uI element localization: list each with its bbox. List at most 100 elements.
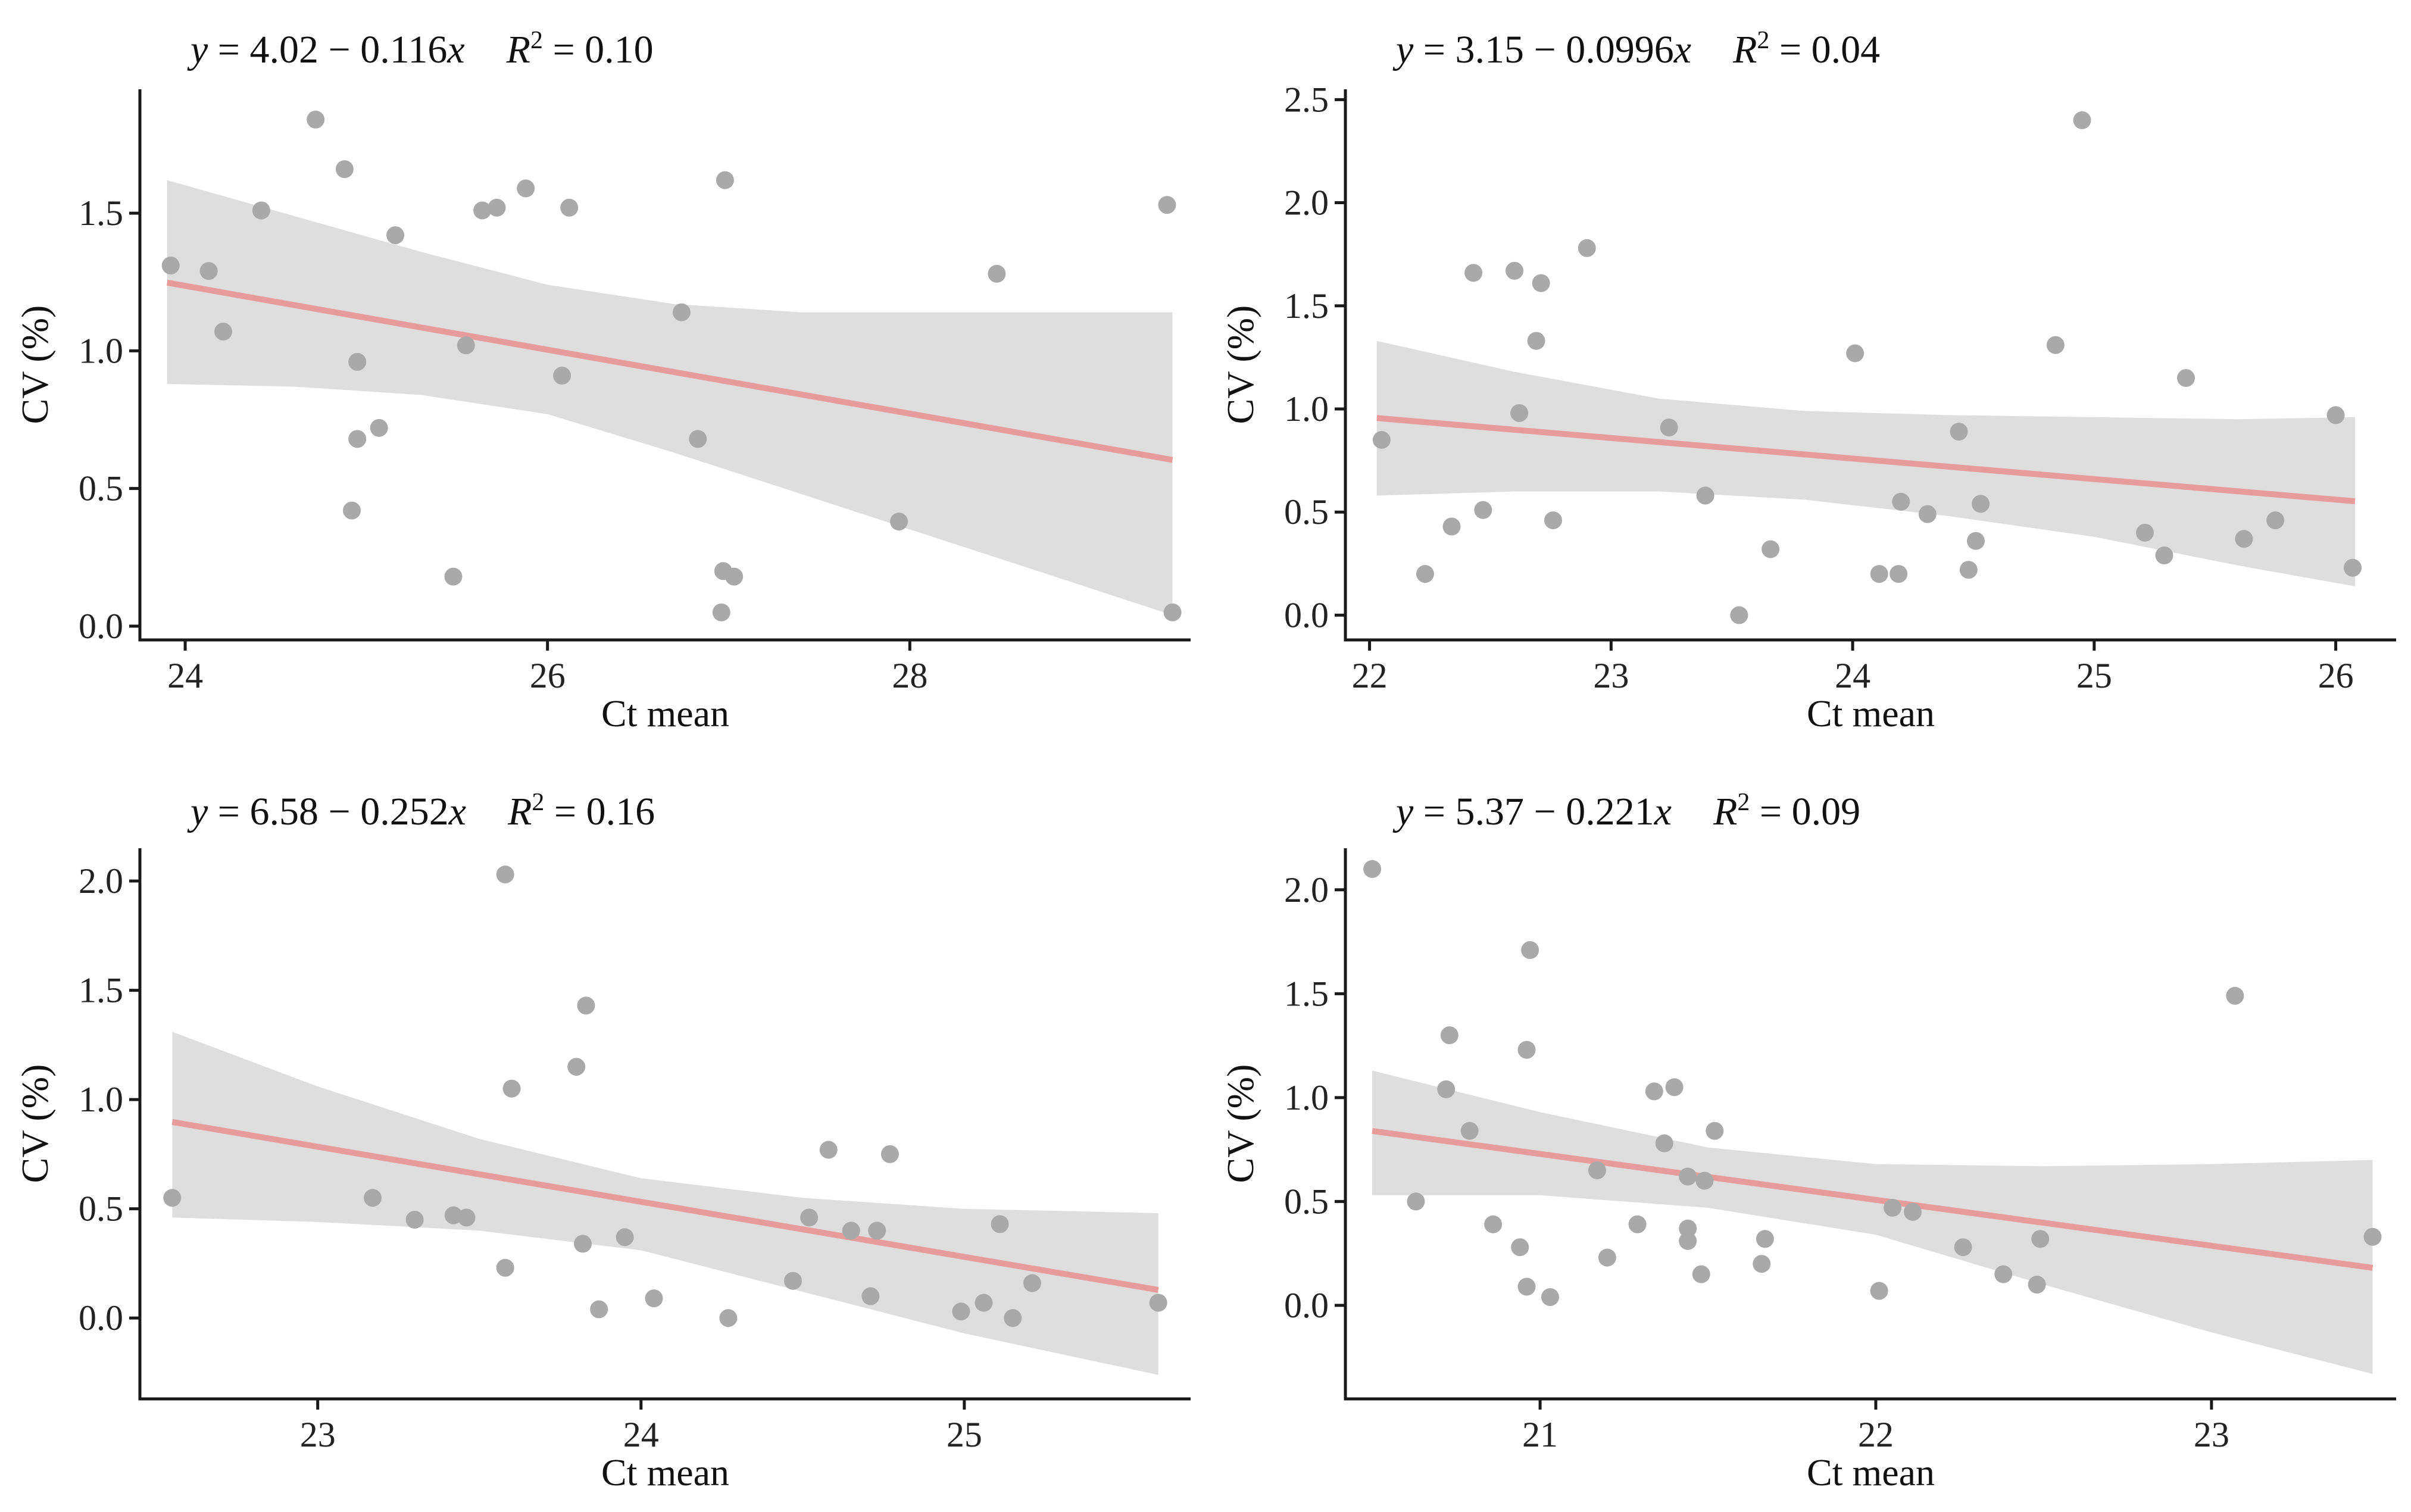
data-point <box>163 1189 182 1207</box>
data-point <box>1372 430 1391 449</box>
data-point <box>616 1228 634 1247</box>
data-point <box>1696 486 1714 505</box>
data-point <box>517 179 535 198</box>
data-point <box>161 257 180 274</box>
x-tick-label: 25 <box>2076 656 2112 695</box>
y-axis-title: CV (%) <box>14 305 56 424</box>
equation-minus: − <box>318 28 360 71</box>
data-point <box>1959 561 1978 579</box>
data-point <box>2235 530 2253 548</box>
equation-intercept: 6.58 <box>250 790 319 833</box>
data-point <box>1695 1172 1714 1190</box>
x-axis-title: Ct mean <box>1807 692 1935 735</box>
data-point <box>1544 511 1562 530</box>
y-tick-label: 1.5 <box>79 971 123 1010</box>
equation-r: R <box>506 28 530 71</box>
y-tick-label: 0.5 <box>1284 1182 1329 1221</box>
equation-slope: 0.221 <box>1566 790 1654 833</box>
data-point <box>1527 332 1545 350</box>
panel-top-right: 0.0 0.5 1.0 1.5 2.0 2.5 22 23 24 25 26 Ct mean CV (%… <box>1219 27 2396 735</box>
data-point <box>574 1235 592 1253</box>
data-point <box>1892 492 1910 511</box>
data-point <box>457 1208 476 1227</box>
data-point <box>1517 1041 1536 1059</box>
y-tick-label: 1.0 <box>1284 389 1329 429</box>
regression-line <box>171 1119 1159 1293</box>
y-tick-label: 1.5 <box>1284 286 1329 326</box>
y-tick-label: 2.0 <box>1284 870 1329 910</box>
data-point <box>1023 1274 1041 1292</box>
equation-r-rhs: = 0.04 <box>1769 28 1880 71</box>
data-point <box>1870 1282 1888 1300</box>
x-tick-label: 22 <box>1352 656 1388 695</box>
x-tick-label: 26 <box>2318 656 2354 695</box>
data-point <box>1950 423 1968 441</box>
equation-r-exp: 2 <box>532 789 544 816</box>
x-tick-label: 26 <box>530 656 566 695</box>
y-tick-label: 0.5 <box>79 469 123 508</box>
data-point <box>348 352 367 371</box>
data-point <box>1870 565 1888 583</box>
x-axis-title: Ct mean <box>1807 1451 1935 1494</box>
data-point <box>488 198 506 217</box>
data-point <box>1532 274 1550 292</box>
data-point <box>2031 1230 2050 1248</box>
data-point <box>1506 261 1524 280</box>
data-point <box>1541 1288 1559 1306</box>
equation-slope: 0.116 <box>360 28 447 71</box>
equation-r-rhs: = 0.16 <box>544 790 655 833</box>
y-tick-label: 0.0 <box>1284 1286 1329 1325</box>
y-tick-label: 0.0 <box>79 1298 123 1338</box>
data-point <box>590 1300 608 1319</box>
regression-equation: y = 4.02 − 0.116x R2 = 0.10 <box>187 27 654 71</box>
data-point <box>1442 517 1461 536</box>
equation-r-exp: 2 <box>530 27 543 54</box>
x-tick-label: 22 <box>1858 1415 1894 1454</box>
data-point <box>1163 603 1182 621</box>
data-point <box>1510 404 1529 422</box>
data-point <box>2177 369 2195 388</box>
equation-intercept: 4.02 <box>250 28 319 71</box>
data-point <box>1890 565 1908 583</box>
regression-equation: y = 5.37 − 0.221x R2 = 0.09 <box>1392 789 1860 833</box>
data-point <box>1628 1215 1647 1233</box>
regression-equation: y = 3.15 − 0.0996x R2 = 0.04 <box>1392 27 1880 71</box>
data-point <box>880 1145 899 1163</box>
x-tick-label: 25 <box>947 1415 982 1454</box>
data-point <box>819 1141 838 1159</box>
data-point <box>800 1208 819 1227</box>
equation-slope: 0.252 <box>360 790 449 833</box>
x-tick-label: 24 <box>623 1415 659 1454</box>
data-point <box>335 160 354 179</box>
data-point <box>2343 558 2362 577</box>
data-point <box>784 1272 802 1290</box>
data-point <box>1884 1198 1902 1217</box>
data-point <box>988 264 1006 283</box>
data-point <box>2155 546 2173 564</box>
equation-minus: − <box>1524 28 1566 71</box>
y-tick-label: 1.0 <box>1284 1078 1329 1117</box>
equation-minus: − <box>318 790 360 833</box>
equation-slope: 0.0996 <box>1566 28 1674 71</box>
panel-bottom-right: 0.0 0.5 1.0 1.5 2.0 21 22 23 Ct mean CV (%) y = 5.… <box>1219 789 2396 1494</box>
x-tick-label: 23 <box>1593 656 1629 695</box>
x-axis-title: Ct mean <box>601 1451 729 1494</box>
data-point <box>252 201 270 220</box>
data-point <box>1660 418 1678 437</box>
equation-x: x <box>1673 28 1691 71</box>
data-point <box>348 430 367 448</box>
equation-r-exp: 2 <box>1757 27 1769 54</box>
data-point <box>1645 1082 1663 1101</box>
data-point <box>1511 1238 1529 1257</box>
y-tick-label: 2.0 <box>79 861 123 901</box>
data-point <box>1679 1219 1697 1238</box>
data-point <box>1954 1238 1972 1257</box>
data-point <box>1588 1161 1606 1180</box>
x-tick-label: 23 <box>300 1415 336 1454</box>
data-point <box>1994 1265 2013 1283</box>
equation-r-rhs: = 0.09 <box>1750 790 1860 833</box>
data-point <box>1598 1248 1616 1267</box>
data-point <box>868 1222 886 1240</box>
confidence-band <box>1376 340 2355 586</box>
